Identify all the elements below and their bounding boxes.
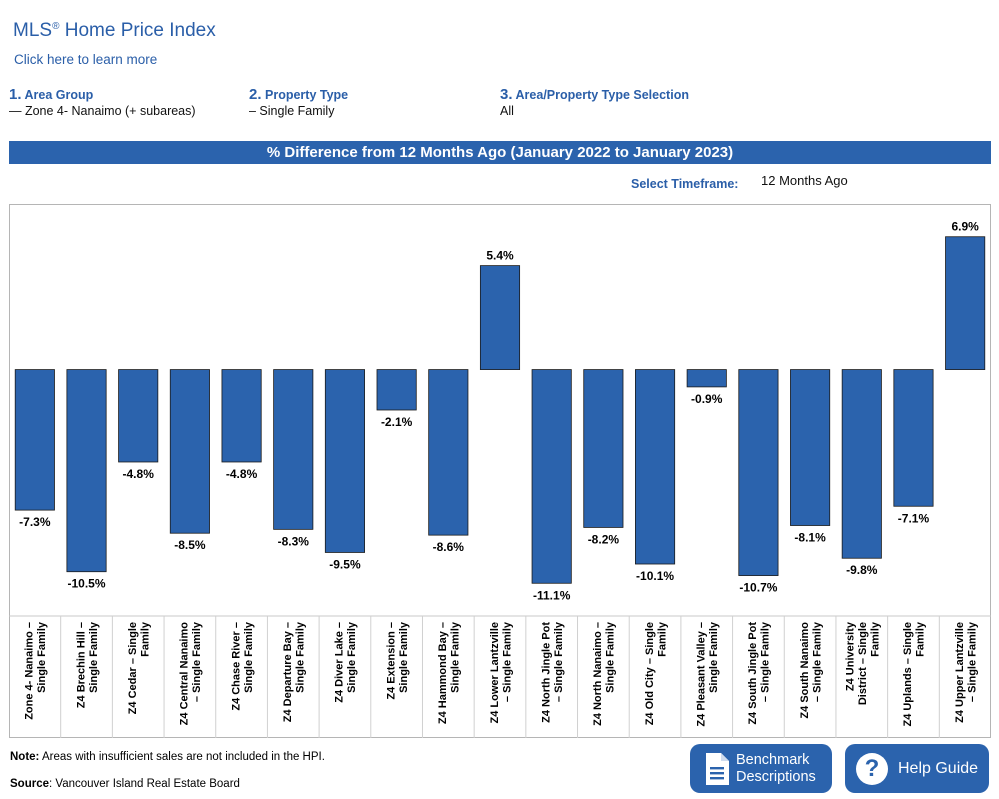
data-label: 5.4% bbox=[486, 249, 514, 263]
category-label: Z4 Pleasant Valley –Single Family bbox=[695, 621, 720, 726]
bar[interactable] bbox=[686, 369, 727, 388]
bar[interactable] bbox=[428, 369, 469, 536]
data-label: -10.5% bbox=[68, 577, 106, 591]
help-guide-button[interactable]: ? Help Guide bbox=[845, 744, 989, 793]
category-label: Z4 South Jingle Pot– Single Family bbox=[747, 621, 772, 725]
area-property-selection-label: Area/Property Type Selection bbox=[515, 88, 689, 102]
document-icon bbox=[706, 752, 729, 785]
page-title: MLS® Home Price Index bbox=[13, 20, 216, 41]
bar[interactable] bbox=[169, 369, 210, 534]
category-label: Z4 Brechin Hill –Single Family bbox=[75, 621, 100, 708]
category-label: Z4 Uplands – SingleFamily bbox=[902, 621, 927, 726]
area-group-selector[interactable]: 1. Area Group — Zone 4- Nanaimo (+ subar… bbox=[9, 86, 196, 118]
data-label: -7.1% bbox=[898, 511, 930, 525]
category-label: Z4 North Jingle Pot– Single Family bbox=[540, 621, 565, 723]
bar[interactable] bbox=[531, 369, 572, 584]
benchmark-descriptions-label: Benchmark Descriptions bbox=[736, 751, 816, 785]
data-label: -7.3% bbox=[19, 515, 51, 529]
category-label: Z4 UniversityDistrict – SingleFamily bbox=[844, 621, 881, 705]
bar-chart: -7.3% Zone 4- Nanaimo –Single Family -10.5… bbox=[9, 220, 991, 738]
timeframe-label: Select Timeframe: bbox=[631, 177, 739, 191]
bar[interactable] bbox=[893, 369, 934, 507]
area-property-selection-value[interactable]: All bbox=[500, 104, 514, 118]
chart-frame bbox=[9, 204, 991, 738]
data-label: 6.9% bbox=[951, 220, 979, 234]
chart-banner: % Difference from 12 Months Ago (January… bbox=[9, 141, 991, 164]
category-label: Z4 North Nanaimo –Single Family bbox=[592, 621, 617, 726]
data-label: -10.1% bbox=[636, 569, 674, 583]
data-label: -4.8% bbox=[226, 467, 258, 481]
bar[interactable] bbox=[635, 369, 676, 565]
bar[interactable] bbox=[790, 369, 831, 526]
category-label: Z4 Old City – SingleFamily bbox=[644, 621, 669, 725]
category-label: Z4 Diver Lake –Single Family bbox=[334, 621, 359, 703]
data-label: -8.3% bbox=[278, 534, 310, 548]
area-group-value[interactable]: — Zone 4- Nanaimo (+ subareas) bbox=[9, 104, 196, 118]
data-label: -8.1% bbox=[794, 531, 826, 545]
property-type-value[interactable]: – Single Family bbox=[249, 104, 335, 118]
property-type-label: Property Type bbox=[265, 88, 349, 102]
bar[interactable] bbox=[376, 369, 417, 411]
bar[interactable] bbox=[945, 236, 986, 370]
question-mark-icon: ? bbox=[856, 752, 888, 785]
data-label: -9.5% bbox=[329, 557, 361, 571]
category-label: Z4 Extension –Single Family bbox=[385, 621, 410, 700]
benchmark-descriptions-button[interactable]: Benchmark Descriptions bbox=[690, 744, 832, 793]
bar[interactable] bbox=[738, 369, 779, 576]
bar[interactable] bbox=[324, 369, 365, 553]
bar[interactable] bbox=[66, 369, 107, 573]
bar[interactable] bbox=[583, 369, 624, 528]
category-label: Z4 Cedar – SingleFamily bbox=[127, 621, 152, 714]
data-label: -11.1% bbox=[533, 588, 571, 602]
bar[interactable] bbox=[14, 369, 55, 511]
bar[interactable] bbox=[118, 369, 159, 463]
data-label: -2.1% bbox=[381, 415, 413, 429]
data-label: -9.8% bbox=[846, 563, 878, 577]
footer-note: Note: Areas with insufficient sales are … bbox=[10, 751, 325, 763]
data-label: -8.2% bbox=[588, 532, 620, 546]
category-label: Z4 Hammond Bay –Single Family bbox=[437, 621, 462, 724]
help-guide-label: Help Guide bbox=[898, 759, 979, 777]
bar[interactable] bbox=[273, 369, 314, 530]
bar[interactable] bbox=[479, 265, 521, 370]
category-label: Z4 Chase River –Single Family bbox=[230, 621, 255, 711]
data-label: -0.9% bbox=[691, 392, 723, 406]
area-group-label: Area Group bbox=[24, 88, 94, 102]
category-label: Z4 Central Nanaimo– Single Family bbox=[179, 621, 204, 725]
data-label: -8.5% bbox=[174, 538, 206, 552]
category-label: Z4 Lower Lantzville– Single Family bbox=[489, 621, 514, 723]
category-label: Z4 Upper Lantzville– Single Family bbox=[954, 621, 979, 723]
footer-source: Source: Vancouver Island Real Estate Boa… bbox=[10, 778, 240, 790]
learn-more-link[interactable]: Click here to learn more bbox=[14, 52, 158, 67]
timeframe-select[interactable]: 12 Months Ago bbox=[761, 173, 848, 188]
bar[interactable] bbox=[221, 369, 262, 463]
category-label: Z4 South Nanaimo– Single Family bbox=[799, 621, 824, 718]
data-label: -4.8% bbox=[123, 467, 155, 481]
data-label: -8.6% bbox=[433, 540, 465, 554]
property-type-selector[interactable]: 2. Property Type – Single Family bbox=[249, 86, 349, 118]
category-label: Z4 Departure Bay –Single Family bbox=[282, 621, 307, 722]
area-property-selection-selector[interactable]: 3. Area/Property Type Selection All bbox=[500, 86, 689, 118]
data-label: -10.7% bbox=[739, 581, 777, 595]
bar[interactable] bbox=[841, 369, 882, 559]
category-label: Zone 4- Nanaimo –Single Family bbox=[24, 621, 49, 720]
